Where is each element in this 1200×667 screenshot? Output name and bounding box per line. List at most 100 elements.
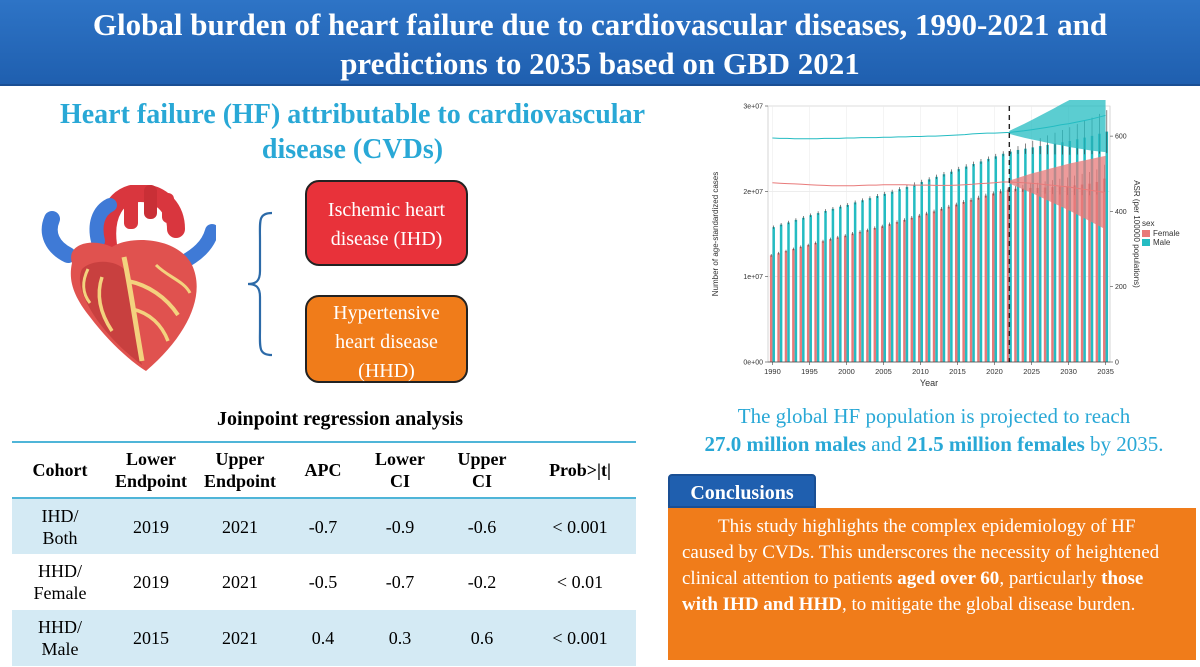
cell-prob: < 0.01: [556, 572, 604, 592]
bar-female-1998: [829, 239, 832, 362]
joinpoint-title: Joinpoint regression analysis: [217, 408, 463, 430]
bar-female-2013: [940, 208, 943, 362]
cell-apc: -0.5: [308, 572, 338, 592]
page-header: Global burden of heart failure due to ca…: [0, 0, 1200, 86]
bar-male-2011: [927, 179, 931, 362]
bar-female-2023: [1014, 188, 1017, 362]
bar-male-2000: [846, 204, 849, 362]
x-tick-label: 2005: [875, 367, 892, 376]
bar-male-2026: [1038, 146, 1042, 362]
bar-female-2006: [888, 224, 891, 362]
chart-asr-lines: [772, 114, 1106, 194]
bar-female-2016: [962, 202, 965, 362]
bar-female-2017: [969, 199, 973, 362]
bar-male-2031: [1075, 139, 1079, 362]
bar-female-2014: [947, 206, 951, 362]
y2-tick-label: 200: [1115, 284, 1127, 291]
bar-male-2025: [1031, 147, 1035, 362]
bar-female-1994: [799, 246, 803, 362]
bar-female-2020: [992, 193, 995, 362]
y2-tick-label: 400: [1115, 209, 1127, 216]
x-axis-label: Year: [920, 378, 938, 388]
bar-female-2009: [910, 217, 914, 362]
projection-line1: The global HF population is projected to…: [737, 404, 1131, 428]
bar-male-2013: [942, 174, 946, 362]
bar-male-1997: [824, 210, 827, 362]
conclusions-text-1: This study highlights the complex epidem…: [682, 516, 1160, 589]
bar-male-2003: [868, 198, 872, 362]
table-header-row: Cohort Lower Endpoint Upper Endpoint APC L…: [12, 442, 636, 498]
hf-title-line1: Heart failure (HF) attributable to cardi…: [59, 99, 646, 130]
x-tick-label: 2010: [912, 367, 929, 376]
conclusions-box: This study highlights the complex epidem…: [668, 508, 1196, 660]
bar-male-2008: [905, 187, 909, 362]
cell-prob: < 0.001: [552, 628, 608, 648]
bar-female-2007: [895, 222, 899, 362]
bar-female-2008: [903, 219, 906, 362]
bar-male-2020: [994, 156, 998, 362]
col-cohort: Cohort: [32, 460, 88, 480]
x-tick-label: 2035: [1097, 367, 1114, 376]
bar-male-2005: [883, 193, 886, 362]
ihd-box: Ischemic heart disease (IHD): [305, 180, 468, 266]
x-tick-label: 2015: [949, 367, 966, 376]
bar-male-2009: [913, 184, 916, 362]
bar-female-2033: [1088, 183, 1091, 362]
brace-icon: [247, 211, 273, 357]
hhd-box: Hypertensive heart disease (HHD): [305, 295, 468, 383]
ihd-box-line1: Ischemic heart: [327, 199, 446, 221]
bar-male-2010: [920, 181, 924, 362]
bar-male-2014: [950, 171, 953, 362]
ihd-box-line2: disease (IHD): [330, 228, 443, 250]
x-tick-label: 2030: [1060, 367, 1077, 376]
y-tick-label: 0e+00: [743, 360, 763, 367]
cell-lower-ci: 0.3: [388, 628, 412, 648]
bar-female-2015: [954, 204, 958, 362]
col-prob: Prob>|t|: [549, 460, 611, 480]
bar-male-1998: [831, 208, 835, 362]
bar-male-1991: [779, 224, 783, 362]
bar-female-2026: [1036, 187, 1039, 362]
cell-apc: 0.4: [311, 628, 335, 648]
bar-male-2021: [1001, 153, 1005, 362]
legend-swatch-male: [1142, 239, 1150, 246]
hhd-box-line3: (HHD): [358, 360, 415, 382]
bar-female-2022: [1006, 189, 1010, 362]
bar-male-2007: [898, 189, 901, 362]
conclusions-bold-1: aged over 60: [897, 568, 1000, 589]
table-row: HHD/Male 2015 2021 0.4 0.3 0.6 < 0.001: [12, 610, 636, 666]
bar-male-2004: [876, 196, 879, 362]
col-upper-ci: Upper CI: [457, 449, 507, 491]
cell-upper-ci: 0.6: [470, 628, 494, 648]
bar-male-2024: [1024, 148, 1027, 362]
bar-male-2034: [1098, 133, 1101, 362]
header-title-line2: predictions to 2035 based on GBD 2021: [340, 46, 860, 81]
bar-female-1991: [777, 253, 780, 362]
chart-axes: 0e+00 1e+07 2e+07 3e+07 0 200 400 600 1990 1995 20…: [743, 104, 1126, 377]
bar-female-2032: [1080, 184, 1084, 362]
projection-female-value: 21.5 million females: [906, 432, 1085, 456]
bar-male-2033: [1090, 135, 1094, 362]
conclusions-text-2: , particularly: [999, 568, 1102, 589]
bar-male-2035: [1105, 131, 1109, 362]
col-lower-endpoint: Lower Endpoint: [114, 449, 188, 491]
hhd-box-line2: heart disease: [335, 331, 438, 353]
bar-female-1997: [821, 241, 825, 362]
cell-upper-ci: -0.2: [467, 572, 497, 592]
x-tick-label: 2000: [838, 367, 855, 376]
bar-female-2000: [843, 235, 847, 362]
bar-male-2006: [890, 191, 894, 362]
bar-female-1996: [814, 242, 817, 362]
bar-female-2018: [977, 197, 980, 362]
asr-line-male: [772, 114, 1106, 140]
bar-male-2015: [957, 169, 961, 362]
col-upper-endpoint: Upper Endpoint: [203, 449, 277, 491]
table-row: IHD/Both 2019 2021 -0.7 -0.9 -0.6 < 0.00…: [12, 498, 636, 554]
prediction-band-male: [1009, 100, 1106, 153]
projection-male-value: 27.0 million males: [704, 432, 867, 456]
cell-lower-ci: -0.9: [385, 516, 415, 537]
joinpoint-table: Cohort Lower Endpoint Upper Endpoint APC L…: [12, 441, 636, 666]
y-tick-label: 3e+07: [743, 104, 763, 111]
cell-lower-endpoint: 2015: [133, 628, 169, 648]
x-tick-label: 1995: [801, 367, 818, 376]
